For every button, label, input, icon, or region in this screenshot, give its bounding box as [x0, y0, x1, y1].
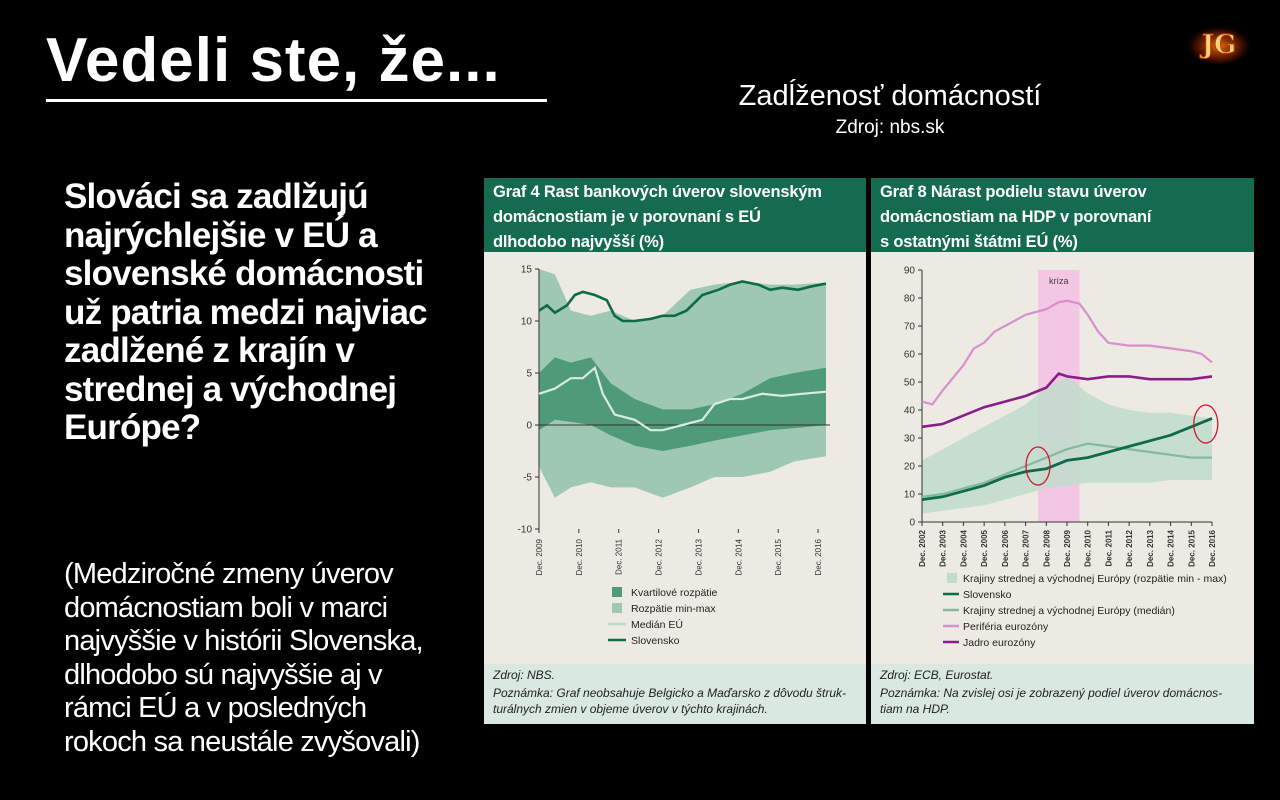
line-jadro — [921, 372, 1213, 429]
legend-label: Periféria eurozóny — [963, 621, 1049, 633]
x-tick-label: Dec. 2007 — [1022, 529, 1031, 566]
source-line: Zdroj: nbs.sk — [835, 117, 945, 138]
y-tick-label: 60 — [904, 350, 916, 361]
x-tick-label: Dec. 2010 — [1084, 529, 1093, 566]
y-tick-label: 50 — [904, 378, 916, 389]
line-slovensko — [921, 417, 1213, 501]
legend-label: Kvartilové rozpätie — [631, 587, 718, 599]
y-tick-label: -5 — [523, 473, 532, 484]
legend-label: Rozpätie min-max — [631, 603, 716, 615]
chart-header: Graf 8 Nárast podielu stavu úverov domác… — [871, 178, 1254, 252]
legend-label: Slovensko — [631, 635, 680, 647]
headline-underline — [46, 99, 547, 102]
x-tick-label: Dec. 2014 — [1167, 529, 1176, 566]
chart-footer: Zdroj: NBS. Poznámka: Graf neobsahuje Be… — [484, 664, 866, 724]
y-tick-label: 0 — [526, 421, 532, 432]
line-median-eu — [538, 365, 827, 432]
y-tick-label: 80 — [904, 294, 916, 305]
y-tick-label: 70 — [904, 322, 916, 333]
x-tick-label: Dec. 2003 — [939, 529, 948, 566]
legend-symbol — [612, 587, 622, 597]
chart-note: Poznámka: Graf neobsahuje Belgicko a Maď… — [493, 685, 860, 717]
x-tick-label: Dec. 2012 — [1125, 529, 1134, 566]
chart-note: Poznámka: Na zvislej osi je zobrazený po… — [880, 685, 1248, 717]
line-slovensko — [538, 280, 827, 323]
y-tick-label: 5 — [526, 369, 532, 380]
x-tick-label: Dec. 2009 — [1063, 529, 1072, 566]
chart-note-text: Poznámka: Graf neobsahuje Belgicko a Maď… — [493, 686, 847, 716]
crisis-label: kríza — [1049, 276, 1069, 286]
chart-header: Graf 4 Rast bankových úverov slovenským … — [484, 178, 866, 252]
chart-source: Zdroj: ECB, Eurostat. — [880, 668, 994, 682]
chart-title: Graf 4 Rast bankových úverov slovenským … — [493, 183, 822, 251]
x-tick-label: Dec. 2014 — [734, 538, 743, 575]
x-tick-label: Dec. 2015 — [774, 538, 783, 575]
x-tick-label: Dec. 2011 — [1104, 529, 1113, 566]
subtitle: Zadĺženosť domácností — [738, 80, 1042, 112]
jg-logo: JG — [1187, 24, 1251, 64]
highlight-circle — [1193, 404, 1219, 444]
y-tick-label: -10 — [518, 525, 533, 536]
highlight-circle — [1025, 446, 1051, 486]
x-tick-label: Dec. 2013 — [694, 538, 703, 575]
main-question: Slováci sa zadlžujú najrýchlejšie v EÚ a… — [64, 177, 428, 447]
band-min-max — [539, 269, 826, 498]
x-tick-label: Dec. 2016 — [814, 538, 823, 575]
line-periferia — [921, 299, 1213, 406]
headline: Vedeli ste, že... — [46, 26, 501, 95]
x-tick-label: Dec. 2008 — [1042, 529, 1051, 566]
band-quartile — [539, 357, 826, 451]
legend-label: Slovensko — [963, 589, 1012, 601]
y-tick-label: 30 — [904, 434, 916, 445]
legend-label: Medián EÚ — [631, 618, 683, 631]
line-cee-median — [921, 442, 1212, 498]
y-tick-label: 20 — [904, 462, 916, 473]
x-tick-label: Dec. 2012 — [655, 538, 664, 575]
x-tick-label: Dec. 2002 — [918, 529, 927, 566]
y-tick-label: 10 — [521, 317, 533, 328]
chart-footer: Zdroj: ECB, Eurostat. Poznámka: Na zvisl… — [871, 664, 1254, 724]
x-tick-label: Dec. 2013 — [1146, 529, 1155, 566]
x-tick-label: Dec. 2015 — [1187, 529, 1196, 566]
legend-symbol — [612, 603, 622, 613]
legend-symbol — [947, 573, 957, 583]
x-tick-label: Dec. 2005 — [980, 529, 989, 566]
legend-label: Krajiny strednej a východnej Európy (roz… — [963, 573, 1227, 585]
chart-panel-graf4: Graf 4 Rast bankových úverov slovenským … — [484, 178, 866, 724]
y-tick-label: 90 — [904, 266, 916, 277]
y-tick-label: 40 — [904, 406, 916, 417]
chart-source: Zdroj: NBS. — [493, 668, 556, 682]
x-tick-label: Dec. 2016 — [1208, 529, 1217, 566]
chart-title: Graf 8 Nárast podielu stavu úverov domác… — [880, 183, 1152, 251]
legend-label: Jadro eurozóny — [963, 637, 1036, 649]
chart-panel-graf8: Graf 8 Nárast podielu stavu úverov domác… — [871, 178, 1254, 724]
x-tick-label: Dec. 2009 — [535, 538, 544, 575]
y-tick-label: 10 — [904, 490, 916, 501]
y-tick-label: 0 — [909, 518, 915, 529]
logo-text: JG — [1200, 30, 1237, 60]
x-tick-label: Dec. 2004 — [959, 529, 968, 566]
legend-label: Krajiny strednej a východnej Európy (med… — [963, 605, 1175, 617]
chart-note-text: Poznámka: Na zvislej osi je zobrazený po… — [880, 686, 1223, 716]
y-tick-label: 15 — [521, 265, 533, 276]
x-tick-label: Dec. 2006 — [1001, 529, 1010, 566]
x-tick-label: Dec. 2010 — [575, 538, 584, 575]
note-text: (Medziročné zmeny úverov domácnostiam bo… — [64, 558, 424, 758]
x-tick-label: Dec. 2011 — [615, 538, 624, 574]
